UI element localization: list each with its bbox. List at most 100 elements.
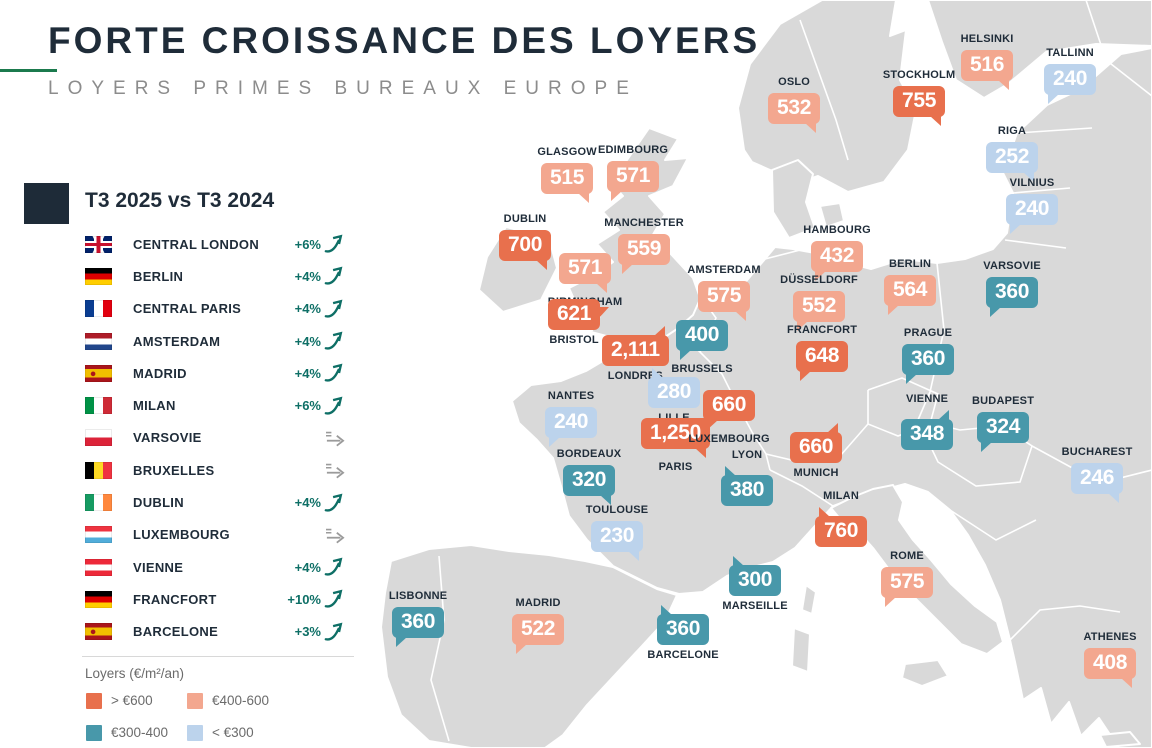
rent-value: 575 bbox=[707, 284, 742, 307]
rent-value: 559 bbox=[627, 237, 662, 260]
uk-flag-icon bbox=[85, 235, 112, 253]
city-label: LISBONNE bbox=[388, 590, 448, 603]
rent-value: 320 bbox=[572, 468, 607, 491]
rent-bubble-budapest: 324 BUDAPEST bbox=[972, 396, 1034, 453]
city-change-list: CENTRAL LONDON +6% BERLIN +4% CENTRAL PARIS +… bbox=[85, 228, 347, 648]
trend-up-icon bbox=[323, 622, 347, 642]
rent-value: 648 bbox=[805, 344, 840, 367]
page-title: FORTE CROISSANCE DES LOYERS bbox=[48, 20, 761, 61]
rent-bubble-tallinn: 240 TALLINN bbox=[1044, 48, 1097, 105]
city-label: TOULOUSE bbox=[585, 504, 649, 517]
divider bbox=[82, 656, 354, 657]
trend-flat-icon bbox=[323, 428, 347, 448]
city-label: MARSEILLE bbox=[722, 600, 788, 613]
rent-bubble-luxembourg: 660 LUXEMBOURG bbox=[688, 390, 770, 445]
spain-flag-icon bbox=[85, 364, 112, 382]
rent-bubble-rome: 575 ROME bbox=[881, 551, 934, 608]
city-name: VIENNE bbox=[133, 559, 184, 575]
rent-value: 380 bbox=[730, 478, 765, 501]
landmass-sicily bbox=[901, 659, 949, 687]
legend-item: €400-600 bbox=[187, 692, 269, 709]
rent-bubble-milan: 760 MILAN bbox=[815, 491, 868, 548]
rent-value: 246 bbox=[1080, 466, 1115, 489]
city-label: ROME bbox=[890, 550, 924, 563]
legend-label: > €600 bbox=[111, 693, 153, 708]
rent-bubble-helsinki: 516 HELSINKI bbox=[961, 34, 1013, 91]
legend-item: < €300 bbox=[187, 724, 269, 741]
ireland-flag-icon bbox=[85, 494, 112, 512]
city-label: LUXEMBOURG bbox=[688, 433, 770, 446]
change-value: +4% bbox=[294, 333, 321, 349]
rent-value: 240 bbox=[554, 410, 589, 433]
city-label: GLASGOW bbox=[537, 146, 597, 159]
rent-bubble-londres: 2,111 LONDRES bbox=[602, 325, 669, 382]
rent-value: 516 bbox=[970, 53, 1005, 76]
landmass-sardinia bbox=[791, 627, 811, 673]
legend-title: Loyers (€/m²/an) bbox=[85, 666, 185, 681]
city-label: BARCELONE bbox=[647, 649, 719, 662]
rent-value: 360 bbox=[666, 617, 701, 640]
rent-value: 230 bbox=[600, 524, 635, 547]
rent-value: 515 bbox=[550, 166, 585, 189]
rent-bubble-toulouse: 230 TOULOUSE bbox=[586, 505, 648, 562]
panel-marker bbox=[24, 183, 69, 224]
city-label: BRUSSELS bbox=[671, 363, 733, 376]
rent-change-row-varsovie: VARSOVIE bbox=[85, 422, 347, 454]
rent-bubble-marseille: 300 MARSEILLE bbox=[722, 555, 788, 612]
city-label: VARSOVIE bbox=[983, 260, 1041, 273]
rent-value: 564 bbox=[893, 278, 928, 301]
city-label: FRANCFORT bbox=[786, 324, 858, 337]
trend-up-icon bbox=[323, 396, 347, 416]
accent-underline bbox=[0, 69, 57, 72]
legend-label: < €300 bbox=[212, 725, 254, 740]
city-label: MADRID bbox=[515, 597, 561, 610]
change-value: +6% bbox=[294, 398, 321, 414]
city-label: OSLO bbox=[778, 76, 811, 89]
belgium-flag-icon bbox=[85, 461, 112, 479]
rent-value: 360 bbox=[995, 280, 1030, 303]
rent-bubble-dublin: 700 DUBLIN bbox=[499, 214, 552, 271]
city-label: MILAN bbox=[823, 490, 859, 503]
rent-change-row-francfort: FRANCFORT +10% bbox=[85, 583, 347, 615]
city-label: NANTES bbox=[547, 390, 595, 403]
trend-up-icon bbox=[323, 331, 347, 351]
rent-bubble-d-sseldorf: 552 DÜSSELDORF bbox=[780, 275, 858, 332]
city-label: HELSINKI bbox=[960, 33, 1014, 46]
city-label: BRISTOL bbox=[549, 334, 599, 347]
change-value: +4% bbox=[294, 365, 321, 381]
rent-change-row-vienne: VIENNE +4% bbox=[85, 551, 347, 583]
rent-bubble-manchester: 559 MANCHESTER bbox=[604, 218, 684, 275]
city-label: EDIMBOURG bbox=[597, 144, 669, 157]
rent-bubble-athenes: 408 ATHENES bbox=[1083, 632, 1136, 689]
city-name: VARSOVIE bbox=[133, 430, 202, 446]
panel-heading: T3 2025 vs T3 2024 bbox=[85, 189, 275, 212]
trend-up-icon bbox=[323, 299, 347, 319]
austria-flag-icon bbox=[85, 558, 112, 576]
rent-change-row-barcelone: BARCELONE +3% bbox=[85, 616, 347, 648]
rent-bubble-riga: 252 RIGA bbox=[986, 126, 1039, 183]
legend-label: €400-600 bbox=[212, 693, 270, 708]
legend-item: €300-400 bbox=[86, 724, 187, 741]
rent-bubble-nantes: 240 NANTES bbox=[545, 391, 598, 448]
trend-flat-icon bbox=[323, 525, 347, 545]
rent-change-row-milan: MILAN +6% bbox=[85, 389, 347, 421]
rent-value: 522 bbox=[521, 617, 556, 640]
city-label: VIENNE bbox=[905, 393, 949, 406]
rent-value: 360 bbox=[401, 610, 436, 633]
rent-bubble-barcelone: 360 BARCELONE bbox=[647, 604, 719, 661]
rent-value: 432 bbox=[820, 244, 855, 267]
rent-bubble-varsovie: 360 VARSOVIE bbox=[983, 261, 1041, 318]
germany-flag-icon bbox=[85, 590, 112, 608]
city-name: BARCELONE bbox=[133, 624, 219, 640]
rent-value: 280 bbox=[657, 380, 692, 403]
rent-value: 532 bbox=[777, 96, 812, 119]
rent-change-row-luxembourg: LUXEMBOURG bbox=[85, 519, 347, 551]
trend-up-icon bbox=[323, 589, 347, 609]
rent-bubble-birmingham: 571BIRMINGHAM bbox=[548, 253, 622, 308]
netherlands-flag-icon bbox=[85, 332, 112, 350]
rent-value: 552 bbox=[802, 294, 837, 317]
city-label: TALLINN bbox=[1046, 47, 1094, 60]
spain-flag-icon bbox=[85, 623, 112, 641]
rent-bubble-lille: 280LILLE bbox=[648, 367, 701, 424]
